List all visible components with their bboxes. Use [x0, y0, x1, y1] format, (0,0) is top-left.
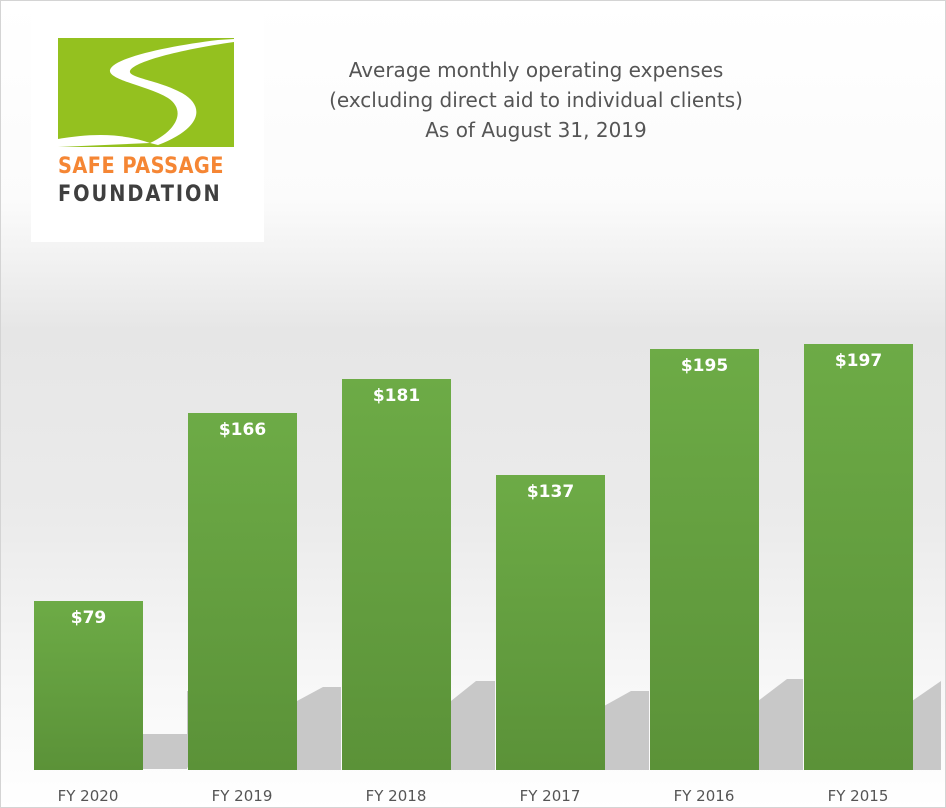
bar-value-label: $197: [834, 351, 883, 371]
logo: SAFE PASSAGE FOUNDATION: [31, 1, 264, 242]
x-axis-label: FY 2020: [57, 787, 119, 805]
bar-value-label: $137: [526, 482, 575, 502]
bar-fy-2016: $195: [650, 349, 759, 770]
chart-title: Average monthly operating expenses (excl…: [271, 55, 801, 145]
bar-fy-2018: $181: [342, 379, 451, 770]
title-line-1: Average monthly operating expenses: [348, 58, 724, 82]
bar-fy-2020: $79: [34, 601, 143, 770]
title-line-2: (excluding direct aid to individual clie…: [329, 88, 743, 112]
bar-fy-2017: $137: [496, 475, 605, 770]
x-axis-label: FY 2019: [211, 787, 273, 805]
logo-text-safe-passage: SAFE PASSAGE: [58, 154, 224, 179]
bar-value-label: $181: [372, 386, 421, 406]
bar-fy-2019: $166: [188, 413, 297, 770]
x-axis-label: FY 2017: [519, 787, 581, 805]
logo-text-foundation: FOUNDATION: [58, 182, 222, 207]
x-axis-label: FY 2018: [365, 787, 427, 805]
bar-value-label: $166: [218, 420, 267, 440]
x-axis-label: FY 2015: [827, 787, 889, 805]
title-line-3: As of August 31, 2019: [425, 118, 647, 142]
bar-fy-2015: $197: [804, 344, 913, 770]
road-logo-icon: [58, 38, 234, 147]
x-axis-label: FY 2016: [673, 787, 735, 805]
bar-value-label: $195: [680, 356, 729, 376]
bar-value-label: $79: [70, 608, 107, 628]
